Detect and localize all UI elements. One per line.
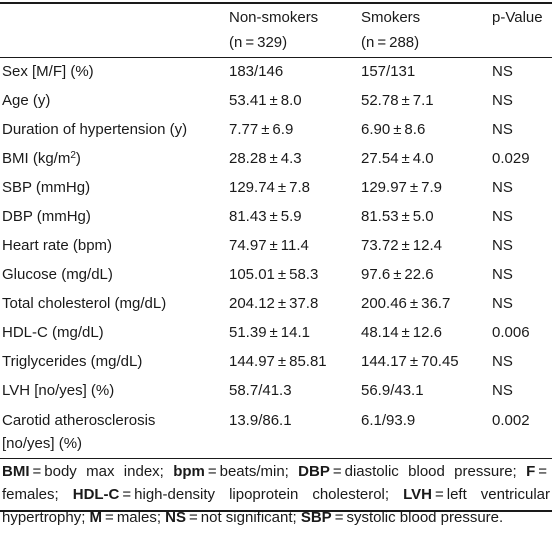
footnote-definition: = body max index; [29,463,174,480]
row-label-text: Age (y) [2,92,51,109]
header-smokers: Smokers [361,9,421,26]
row-label: Total cholesterol (mg/dL) [2,294,166,314]
row-label: Sex [M/F] (%) [2,62,94,82]
cell-p-value: NS [492,208,513,225]
cell-non-smokers: 144.97 ± 85.81 [229,353,327,370]
cell-smokers: 97.6 ± 22.6 [361,266,434,283]
header-smokers-n: (n = 288) [361,34,420,51]
footnote-abbr: HDL-C [72,486,120,503]
table-footnote: BMI = body max index; bpm = beats/min; D… [2,460,550,529]
cell-non-smokers: 53.41 ± 8.0 [229,92,302,109]
header-non-smokers-n: (n = 329) [229,34,288,51]
row-label: Age (y) [2,91,50,111]
row-label-text: Glucose (mg/dL) [2,266,113,283]
footnote-definition: = diastolic blood pressure; [329,463,527,480]
row-label-text: Carotid atherosclerosis [2,412,156,429]
row-label-text: Triglycerides (mg/dL) [2,353,143,370]
row-label-text: HDL-C (mg/dL) [2,324,104,341]
cell-non-smokers: 13.9/86.1 [229,412,292,429]
cell-smokers: 200.46 ± 36.7 [361,295,451,312]
cell-p-value: NS [492,92,513,109]
header-rule [0,57,552,58]
row-label-text: Duration of hypertension (y) [2,121,188,138]
cell-p-value: NS [492,382,513,399]
cell-p-value: 0.006 [492,324,530,341]
header-p-value: p-Value [492,9,543,26]
row-label: HDL-C (mg/dL) [2,323,104,343]
cell-non-smokers: 58.7/41.3 [229,382,292,399]
row-label-line2: [no/yes] (%) [2,435,83,452]
cell-smokers: 27.54 ± 4.0 [361,150,434,167]
row-label-superscript: 2 [70,150,76,161]
cell-non-smokers: 74.97 ± 11.4 [229,237,309,254]
row-label-text: Heart rate (bpm) [2,237,113,254]
footnote-abbr: M [89,509,103,526]
cell-p-value: 0.002 [492,412,530,429]
row-label: Glucose (mg/dL) [2,265,113,285]
cell-p-value: NS [492,237,513,254]
cell-non-smokers: 105.01 ± 58.3 [229,266,319,283]
cell-smokers: 52.78 ± 7.1 [361,92,434,109]
row-label: Heart rate (bpm) [2,236,112,256]
cell-non-smokers: 183/146 [229,63,284,80]
cell-smokers: 73.72 ± 12.4 [361,237,442,254]
row-label-text: Total cholesterol (mg/dL) [2,295,167,312]
row-label-text: DBP (mmHg) [2,208,91,225]
cell-non-smokers: 51.39 ± 14.1 [229,324,310,341]
cell-smokers: 81.53 ± 5.0 [361,208,434,225]
cell-non-smokers: 81.43 ± 5.9 [229,208,302,225]
row-label-text: Sex [M/F] (%) [2,63,94,80]
table-top-rule [0,2,552,4]
footnote-abbr: LVH [403,486,432,503]
row-label: LVH [no/yes] (%) [2,381,114,401]
footnote-definition: = high-density lipoprotein cholesterol; [119,486,404,503]
row-label: BMI (kg/m2) [2,149,81,169]
header-non-smokers: Non-smokers [229,9,319,26]
cell-p-value: NS [492,353,513,370]
row-label: Carotid atherosclerosis [2,411,155,431]
row-label: Triglycerides (mg/dL) [2,352,142,372]
footnote-abbr: DBP [298,463,330,480]
row-label-text: BMI (kg/m [2,150,71,167]
footnote-definition: = not significant; [186,509,301,526]
footnote-abbr: SBP [300,509,332,526]
footnote-definition: = females; [2,463,550,503]
row-label: DBP (mmHg) [2,207,91,227]
cell-smokers: 48.14 ± 12.6 [361,324,442,341]
row-label: SBP (mmHg) [2,178,90,198]
cell-p-value: NS [492,121,513,138]
cell-smokers: 6.90 ± 8.6 [361,121,426,138]
footnote-bottom-rule [0,510,552,512]
cell-non-smokers: 204.12 ± 37.8 [229,295,319,312]
cell-p-value: NS [492,63,513,80]
footnote-definition: = left ventricular hypertrophy; [2,486,550,526]
cell-smokers: 144.17 ± 70.45 [361,353,459,370]
row-label-text: SBP (mmHg) [2,179,91,196]
row-label-end: ) [75,150,81,167]
cell-non-smokers: 28.28 ± 4.3 [229,150,302,167]
cell-p-value: 0.029 [492,150,530,167]
cell-smokers: 6.1/93.9 [361,412,416,429]
footnote-abbr: BMI [2,463,30,480]
row-label-text: LVH [no/yes] (%) [2,382,115,399]
table-bottom-rule [0,458,552,459]
cell-p-value: NS [492,179,513,196]
footnote-definition: = males; [102,509,166,526]
cell-non-smokers: 7.77 ± 6.9 [229,121,294,138]
footnote-abbr: NS [165,509,187,526]
cell-smokers: 129.97 ± 7.9 [361,179,442,196]
footnote-definition: = beats/min; [204,463,299,480]
cell-p-value: NS [492,266,513,283]
row-label: Duration of hypertension (y) [2,120,187,140]
cell-non-smokers: 129.74 ± 7.8 [229,179,310,196]
footnote-abbr: bpm [173,463,205,480]
cell-smokers: 157/131 [361,63,416,80]
cell-p-value: NS [492,295,513,312]
footnote-abbr: F [526,463,536,480]
footnote-definition: = systolic blood pressure. [331,509,504,526]
cell-smokers: 56.9/43.1 [361,382,424,399]
